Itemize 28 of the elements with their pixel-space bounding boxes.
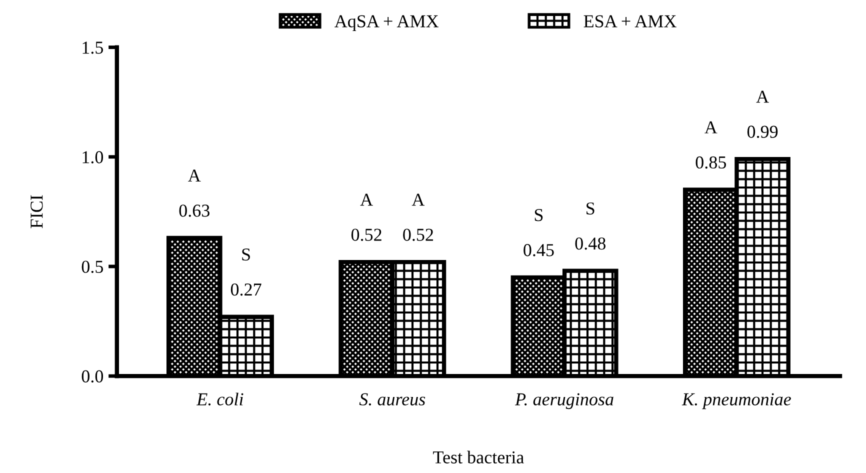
y-tick-label: 0.5 [82, 260, 104, 273]
y-tick-label: 1.5 [82, 42, 104, 54]
data-label: 0.48 [575, 237, 606, 250]
legend-label: AqSA + AMX [334, 15, 439, 32]
data-label: 0.45 [524, 244, 554, 256]
y-tick-label: 0.0 [82, 370, 104, 383]
x-tick-label: P. aeruginosa [514, 393, 614, 410]
data-label: 0.63 [179, 204, 210, 217]
data-label: 0.52 [403, 228, 434, 241]
x-axis-title: Test bacteria [433, 450, 524, 464]
annotation: S [242, 248, 250, 261]
annotation: A [412, 194, 425, 206]
x-tick-label: K. pneumoniae [682, 393, 791, 410]
data-label: 0.85 [696, 156, 726, 169]
annotation: S [534, 209, 543, 222]
annotation: A [188, 170, 201, 182]
x-tick-label: S. aureus [359, 393, 426, 406]
annotation: S [586, 202, 594, 215]
data-label: 0.52 [351, 228, 382, 241]
annotation: A [756, 90, 769, 103]
annotation: A [704, 121, 718, 134]
legend-label: ESA + AMX [584, 15, 676, 28]
data-label: 0.99 [747, 126, 778, 138]
x-tick-label: E. coli [196, 392, 244, 406]
y-tick-label: 1.0 [82, 151, 104, 164]
data-label: 0.27 [230, 283, 262, 296]
annotation: A [360, 194, 373, 206]
y-axis-title: FICI [30, 195, 43, 228]
